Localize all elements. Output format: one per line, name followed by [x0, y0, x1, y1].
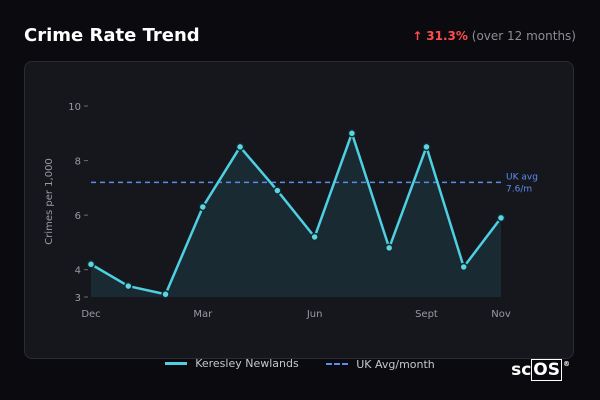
data-point — [86, 260, 96, 269]
x-tick-label: Mar — [193, 309, 213, 320]
brand-logo: sc OS ® — [511, 359, 570, 381]
legend-series-label: Keresley Newlands — [195, 357, 299, 370]
y-tick-label: 4 — [75, 266, 81, 277]
uk-average-value-label: 7.6/m — [506, 184, 532, 194]
chart-title: Crime Rate Trend — [24, 25, 200, 46]
chart-legend: Keresley Newlands UK Avg/month — [0, 355, 600, 371]
change-indicator: ↑ 31.3% (over 12 months) — [412, 29, 576, 43]
data-point — [273, 186, 282, 195]
y-tick-label: 6 — [75, 211, 81, 222]
legend-line-swatch — [165, 362, 188, 365]
legend-dash-swatch — [326, 363, 349, 365]
up-arrow-icon: ↑ — [412, 29, 423, 43]
x-tick-label: Sept — [415, 309, 438, 320]
logo-registered-mark: ® — [563, 360, 570, 368]
data-point — [422, 142, 431, 152]
x-tick-label: Dec — [81, 309, 100, 320]
change-percent: 31.3% — [426, 29, 468, 43]
line-chart: 3 4 6 8 10 Crimes per 1,000 Dec Mar Jun Sept Nov UK… — [44, 102, 538, 320]
uk-average-label: UK avg — [506, 172, 538, 182]
logo-box: OS — [531, 359, 562, 381]
chart-card — [24, 61, 574, 359]
y-axis-label: Crimes per 1,000 — [44, 158, 55, 245]
data-point — [459, 262, 468, 272]
y-tick-label: 3 — [75, 293, 81, 304]
data-point — [198, 202, 208, 212]
y-tick-label: 8 — [75, 157, 81, 168]
change-period: (over 12 months) — [471, 29, 576, 43]
logo-prefix: sc — [511, 360, 532, 380]
data-point — [347, 129, 357, 138]
data-point — [496, 213, 506, 223]
data-point — [384, 243, 394, 253]
data-point — [161, 290, 170, 299]
y-tick-label: 10 — [68, 102, 81, 113]
series-line — [90, 132, 502, 296]
data-point — [310, 232, 319, 242]
data-point — [235, 142, 245, 152]
legend-item-series[interactable]: Keresley Newlands — [165, 357, 299, 370]
x-tick-label: Nov — [491, 309, 511, 320]
x-tick-label: Jun — [306, 309, 323, 320]
legend-avg-label: UK Avg/month — [356, 357, 435, 371]
data-point — [124, 281, 133, 291]
legend-item-avg[interactable]: UK Avg/month — [326, 358, 435, 371]
